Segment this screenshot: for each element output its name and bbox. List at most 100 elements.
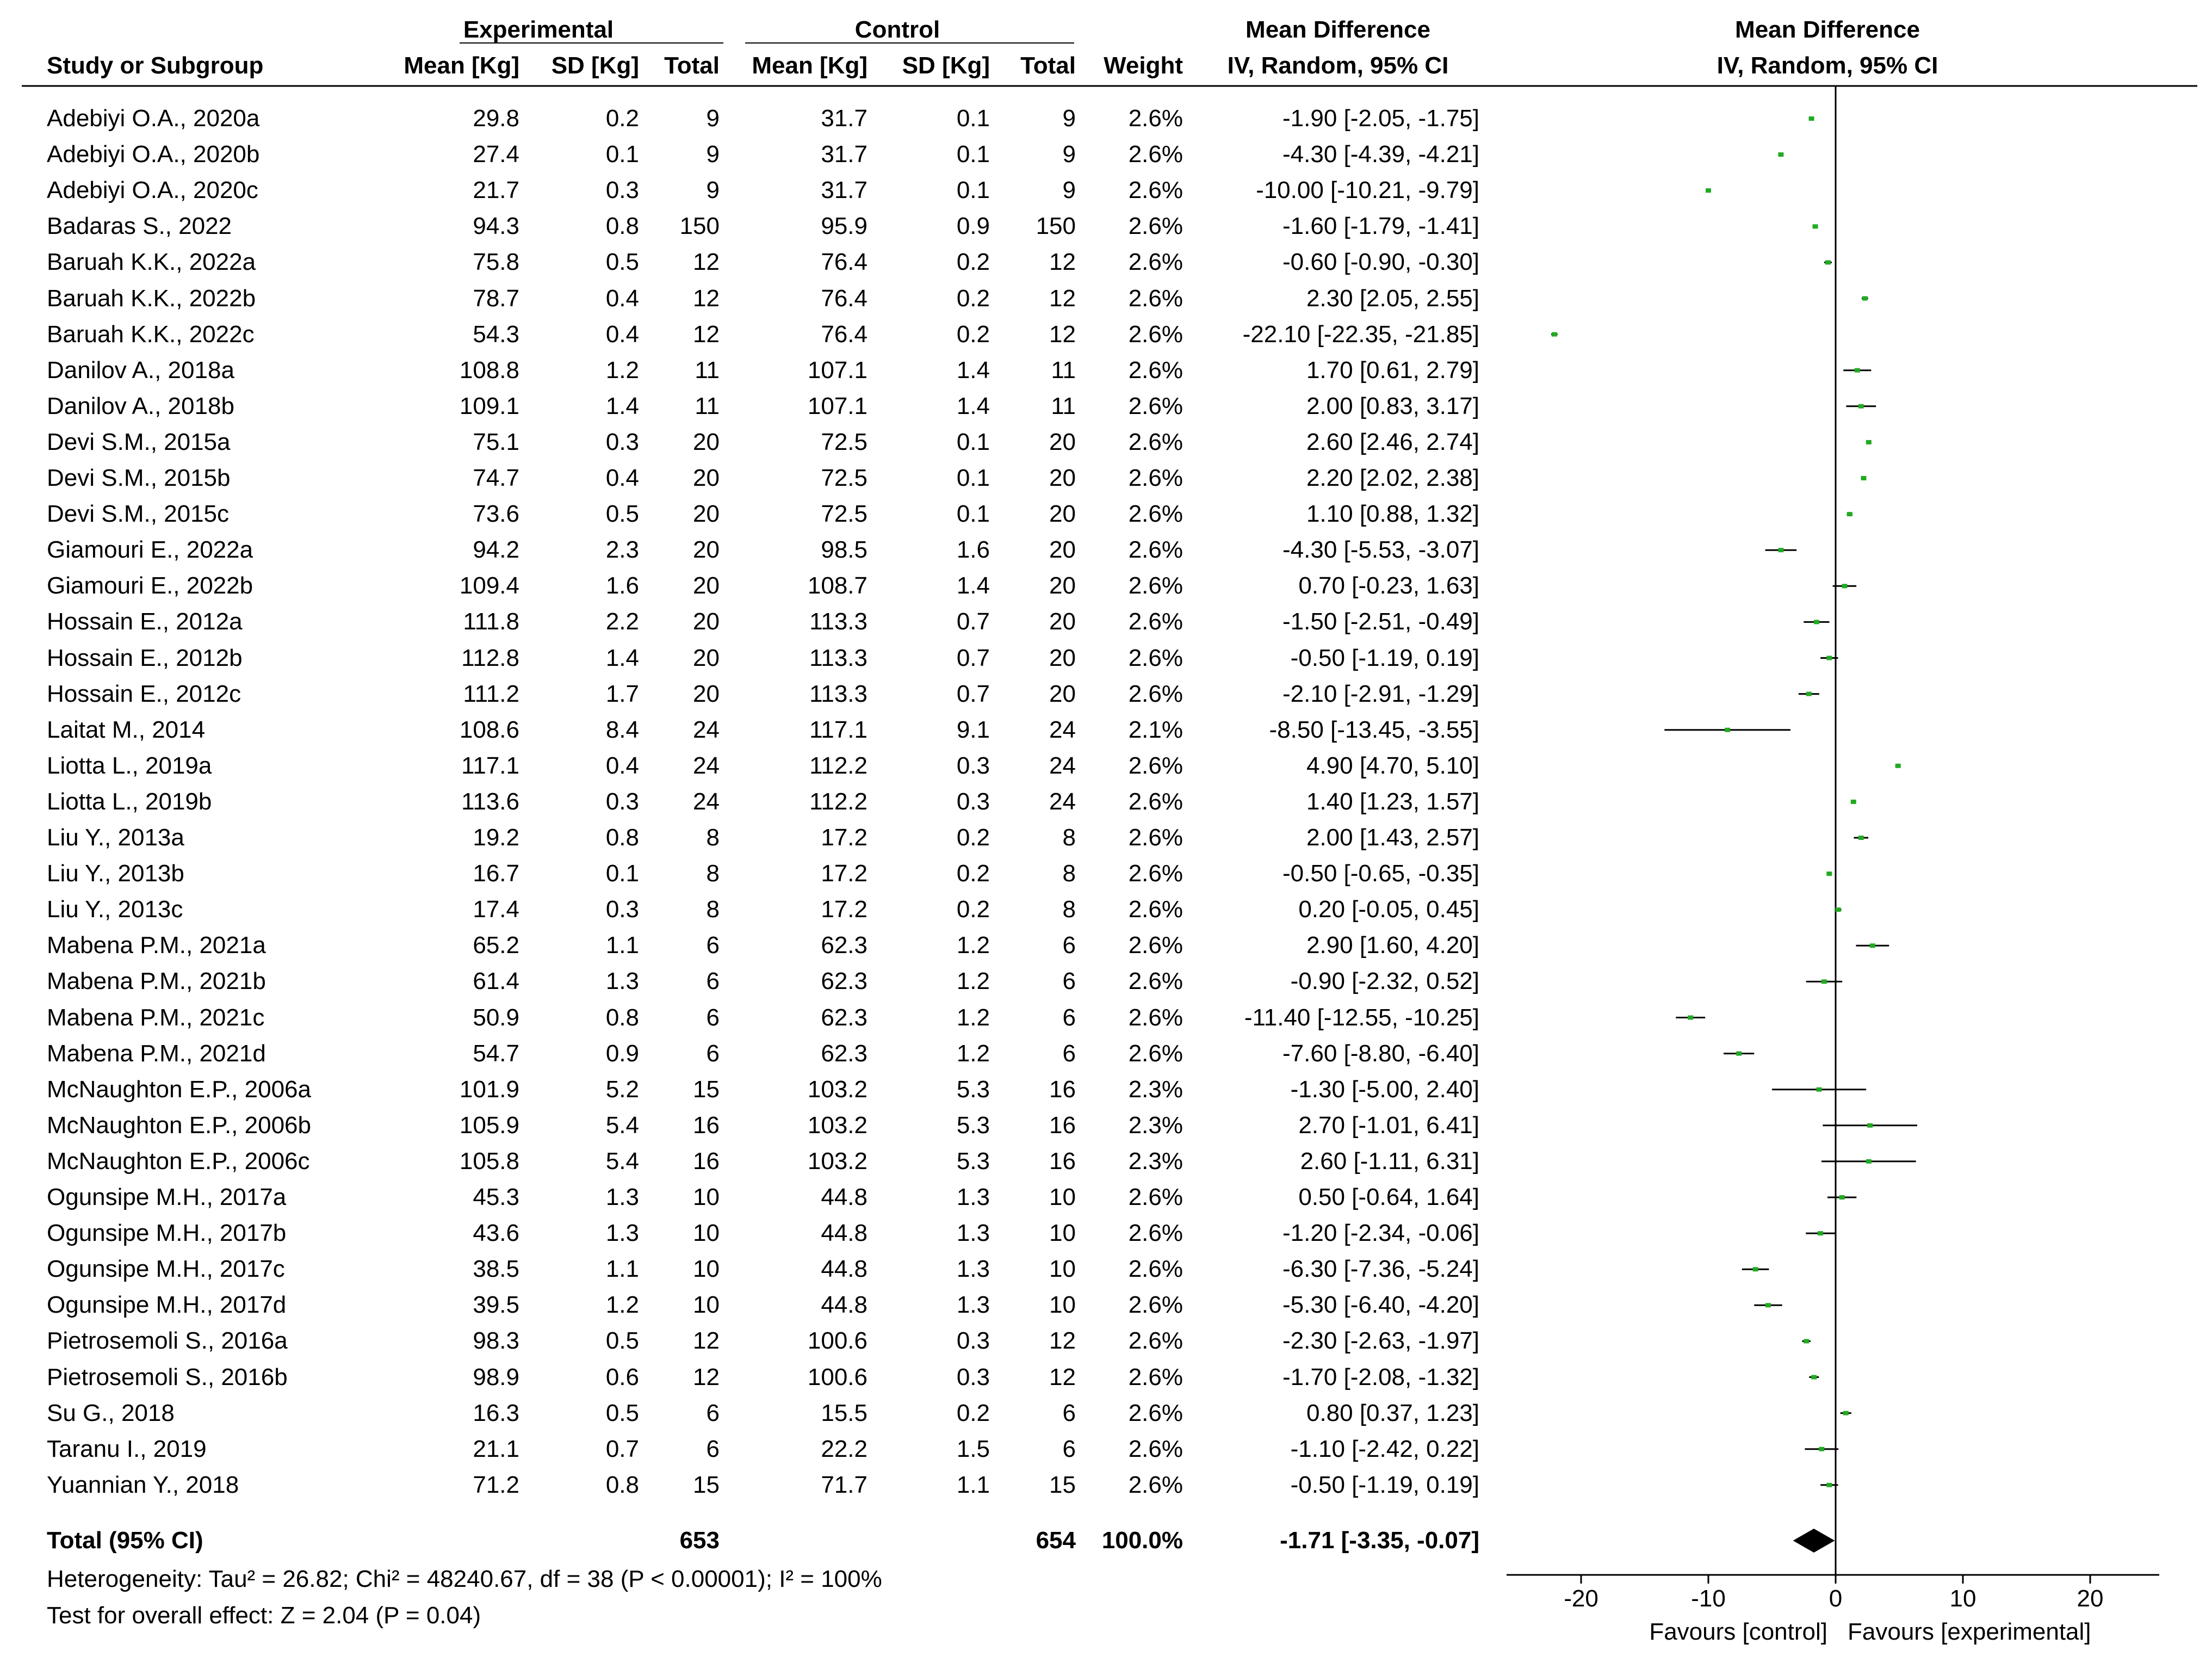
study-name: Hossain E., 2012a: [47, 608, 243, 635]
weight: 2.6%: [1128, 141, 1183, 168]
weight: 2.6%: [1128, 500, 1183, 528]
e-total: 6: [706, 1004, 720, 1031]
c-mean: 76.4: [821, 320, 868, 348]
c-mean: 62.3: [821, 1040, 868, 1067]
c-total: 9: [1062, 105, 1076, 132]
e-total: 20: [693, 608, 720, 635]
c-sd: 0.3: [956, 1327, 990, 1355]
e-sd: 0.8: [605, 1471, 639, 1498]
c-sd: 0.1: [956, 105, 990, 132]
e-total: 24: [693, 752, 720, 779]
c-mean: 17.2: [821, 896, 868, 923]
e-sd: 0.5: [605, 249, 639, 276]
c-total: 20: [1049, 500, 1076, 528]
e-sd: 1.2: [605, 1291, 639, 1319]
point-estimate: [1867, 1123, 1873, 1128]
weight: 2.6%: [1128, 1184, 1183, 1210]
study-name: Giamouri E., 2022a: [47, 536, 253, 564]
weight: 2.6%: [1128, 1004, 1183, 1031]
e-total: 10: [693, 1291, 720, 1319]
e-mean: 105.9: [459, 1111, 519, 1139]
header-c-total: Total: [1020, 52, 1076, 79]
e-sd: 1.6: [605, 572, 639, 599]
weight: 2.6%: [1128, 1363, 1183, 1390]
c-mean: 76.4: [821, 285, 868, 312]
c-total: 6: [1062, 968, 1076, 995]
c-sd: 0.3: [956, 1363, 990, 1390]
c-mean: 44.8: [821, 1291, 868, 1319]
e-sd: 1.4: [605, 644, 639, 671]
ci-text: -1.60 [-1.79, -1.41]: [1282, 213, 1479, 240]
c-sd: 1.3: [956, 1220, 990, 1247]
c-total: 6: [1062, 932, 1076, 959]
weight: 2.6%: [1128, 177, 1183, 204]
e-mean: 43.6: [473, 1220, 519, 1247]
c-sd: 5.3: [956, 1075, 990, 1103]
point-estimate: [1804, 1339, 1810, 1344]
e-total: 20: [693, 572, 720, 599]
e-mean: 17.4: [473, 896, 519, 923]
e-total: 24: [693, 788, 720, 815]
ci-text: -22.10 [-22.35, -21.85]: [1242, 320, 1479, 348]
c-total: 10: [1049, 1256, 1076, 1283]
e-mean: 71.2: [473, 1471, 519, 1498]
study-name: Mabena P.M., 2021b: [47, 968, 266, 995]
c-mean: 100.6: [807, 1363, 868, 1390]
ci-text: -1.20 [-2.34, -0.06]: [1282, 1220, 1479, 1247]
c-sd: 1.2: [956, 1040, 990, 1067]
ci-text: 2.20 [2.02, 2.38]: [1306, 465, 1479, 491]
e-sd: 0.3: [605, 428, 639, 455]
study-name: Giamouri E., 2022b: [47, 572, 253, 599]
e-total: 16: [693, 1147, 720, 1175]
e-sd: 0.3: [605, 177, 639, 204]
study-name: McNaughton E.P., 2006b: [47, 1111, 311, 1139]
e-total: 11: [695, 356, 720, 384]
c-mean: 72.5: [821, 500, 868, 528]
ci-text: 1.10 [0.88, 1.32]: [1306, 500, 1479, 528]
e-total: 11: [695, 392, 720, 419]
c-sd: 0.2: [956, 249, 990, 276]
total-e-total: 653: [679, 1527, 720, 1554]
c-mean: 62.3: [821, 1004, 868, 1031]
c-mean: 31.7: [821, 177, 868, 204]
weight: 2.3%: [1128, 1075, 1183, 1103]
total-ci: -1.71 [-3.35, -0.07]: [1280, 1527, 1479, 1554]
study-name: Liu Y., 2013a: [47, 824, 184, 851]
e-mean: 109.4: [459, 572, 519, 599]
e-sd: 0.3: [605, 896, 639, 923]
e-total: 15: [693, 1075, 720, 1103]
e-total: 12: [693, 1327, 720, 1355]
header-weight: Weight: [1104, 52, 1183, 79]
e-mean: 21.7: [473, 177, 519, 204]
ci-text: 4.90 [4.70, 5.10]: [1306, 752, 1479, 779]
c-mean: 71.7: [821, 1471, 868, 1498]
e-total: 10: [693, 1256, 720, 1283]
c-total: 6: [1062, 1399, 1076, 1426]
c-total: 15: [1049, 1471, 1076, 1498]
point-estimate: [1816, 1087, 1822, 1092]
e-total: 20: [693, 644, 720, 671]
study-name: Devi S.M., 2015a: [47, 428, 231, 455]
e-total: 9: [706, 141, 720, 168]
e-total: 20: [693, 680, 720, 707]
weight: 2.6%: [1128, 536, 1183, 564]
c-total: 20: [1049, 608, 1076, 635]
e-sd: 1.4: [605, 392, 639, 419]
c-mean: 112.2: [809, 752, 868, 779]
c-mean: 108.7: [807, 572, 868, 599]
total-c-total: 654: [1036, 1527, 1076, 1554]
point-estimate: [1811, 1375, 1817, 1380]
e-sd: 1.2: [605, 356, 639, 384]
e-total: 10: [693, 1220, 720, 1247]
c-sd: 0.1: [956, 428, 990, 455]
ci-text: 2.00 [0.83, 3.17]: [1306, 392, 1479, 419]
point-estimate: [1706, 188, 1711, 193]
c-sd: 0.2: [956, 824, 990, 851]
e-sd: 0.5: [605, 1399, 639, 1426]
c-total: 9: [1062, 141, 1076, 168]
c-total: 20: [1049, 465, 1076, 491]
point-estimate: [1826, 871, 1832, 876]
point-estimate: [1806, 691, 1812, 696]
study-name: Danilov A., 2018a: [47, 356, 234, 384]
